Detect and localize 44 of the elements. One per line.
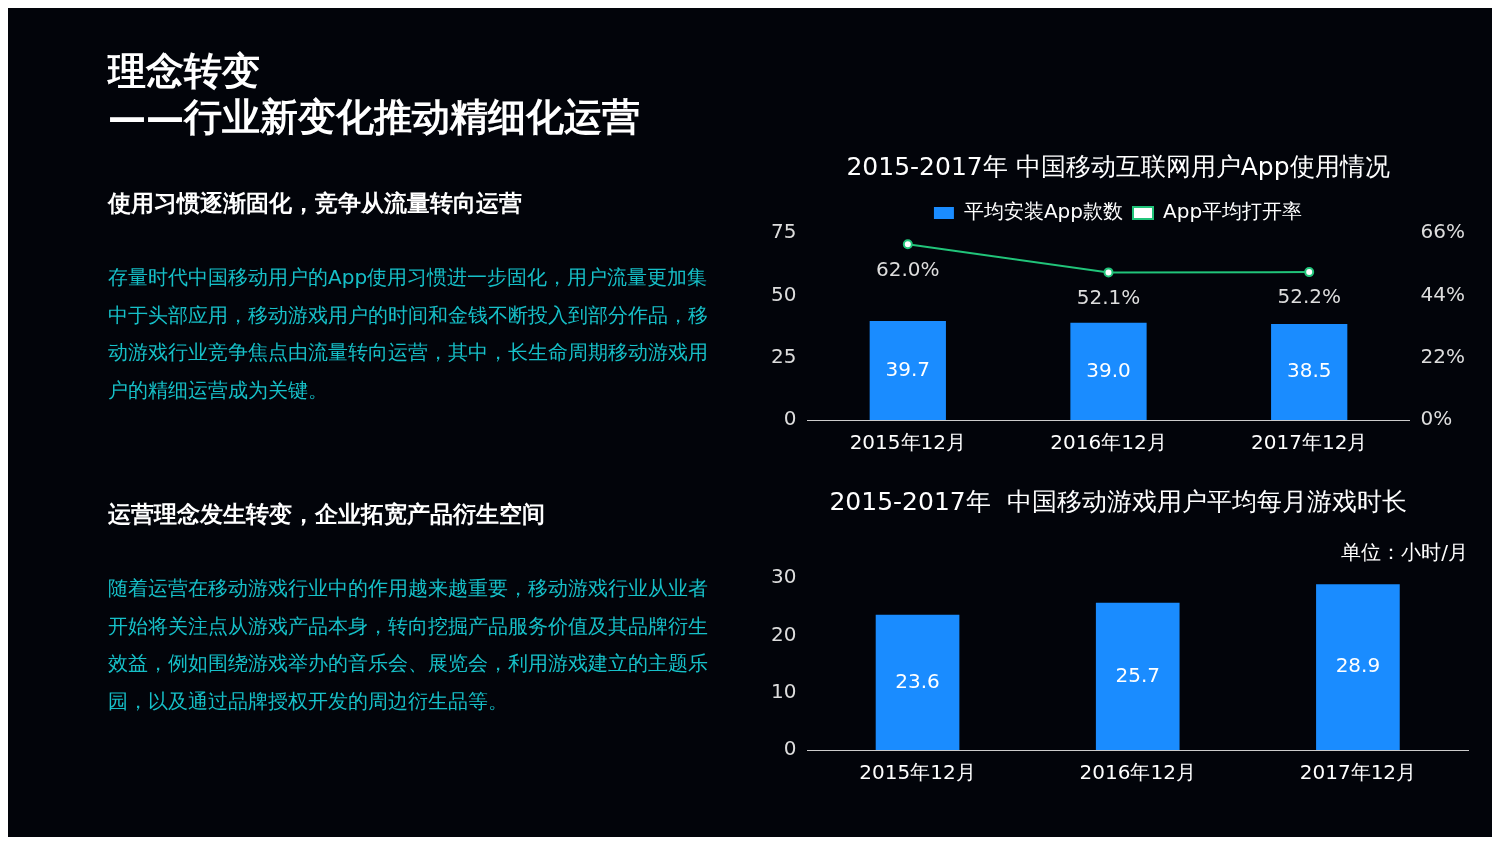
text: 使用习惯逐渐固化，竞争从流量转向运营 (108, 189, 523, 218)
chart-title: 2015-2017年 中国移动游戏用户平均每月游戏时长 (829, 486, 1407, 516)
y-tick-label: 0 (783, 406, 797, 431)
data-label: 39.0 (1086, 357, 1131, 382)
bar (1316, 584, 1400, 750)
y2-tick-label: 0% (1420, 406, 1453, 431)
y-tick-label: 0 (783, 736, 797, 761)
data-label: 52.1% (1076, 284, 1141, 309)
chart-title: 2015-2017年 中国移动互联网用户App使用情况 (846, 151, 1390, 181)
text: 运营理念发生转变，企业拓宽产品衍生空间 (108, 500, 546, 529)
data-label: 23.6 (895, 668, 940, 693)
x-tick-label: 2017年12月 (1251, 430, 1368, 455)
y2-tick-label: 22% (1420, 343, 1465, 368)
data-label: 28.9 (1335, 653, 1381, 678)
data-label: 62.0% (876, 256, 940, 281)
y-tick-label: 25 (771, 343, 797, 368)
legend-label: App平均打开率 (1163, 199, 1303, 224)
point (1103, 267, 1114, 278)
y-tick-label: 75 (771, 219, 797, 244)
y-tick-label: 10 (771, 678, 797, 703)
bar (1095, 602, 1180, 750)
data-label: 52.2% (1277, 284, 1341, 309)
y-tick-label: 20 (771, 621, 797, 646)
legend-label: 平均安装App款数 (963, 199, 1124, 224)
x-tick-label: 2015年12月 (849, 430, 966, 455)
x-tick-label: 2017年12月 (1299, 760, 1417, 785)
data-label: 25.7 (1115, 662, 1160, 687)
x-tick-label: 2016年12月 (1050, 430, 1167, 455)
y2-tick-label: 44% (1420, 281, 1465, 306)
bar (875, 614, 960, 750)
data-label: 39.7 (885, 356, 931, 381)
text: ——行业新变化推动精细化运营 (108, 94, 641, 140)
data-label: 38.5 (1286, 358, 1332, 383)
text: 随着运营在移动游戏行业中的作用越来越重要，移动游戏行业从业者开始将关注点从游戏产品本身，转向挖掘产品服务价值及其品牌衍生效益，例如围绕游戏举办的音乐会、展览会，利用游戏建立的主题乐园，以及通过品牌授权开发的周边衍生品等。 (108, 575, 708, 715)
x-tick-label: 2016年12月 (1079, 760, 1196, 785)
point (1304, 267, 1315, 278)
x-tick-label: 2015年12月 (859, 760, 976, 785)
text: 存量时代中国移动用户的App使用习惯进一步固化，用户流量更加集中于头部应用，移动游戏用户的时间和金钱不断投入到部分作品，移动游戏行业竞争焦点由流量转向运营，其中，长生命周期移动游戏用户的精细运营成为关键。 (108, 264, 708, 404)
text: 理念转变 (108, 48, 261, 94)
y-tick-label: 30 (771, 564, 797, 589)
text: 单位：小时/月 (1341, 540, 1468, 565)
y-tick-label: 50 (771, 281, 797, 306)
point (902, 239, 913, 250)
y2-tick-label: 66% (1420, 219, 1465, 244)
